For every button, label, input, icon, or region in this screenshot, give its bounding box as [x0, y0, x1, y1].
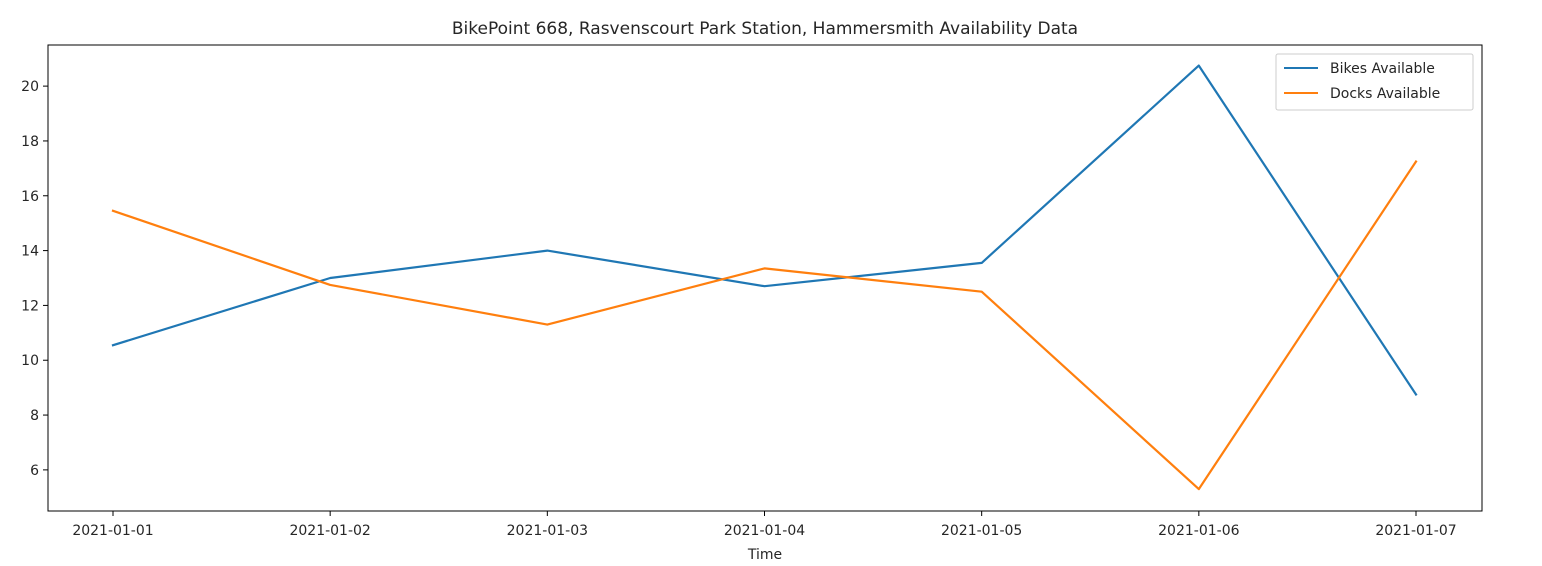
y-tick-label: 10 [21, 353, 39, 369]
x-tick-label: 2021-01-05 [941, 523, 1022, 539]
plot-frame [47, 44, 1483, 512]
y-tick-label: 6 [30, 463, 39, 479]
plot-area [111, 64, 1418, 491]
legend-frame [1275, 53, 1474, 111]
x-tick-label: 2021-01-01 [72, 523, 153, 539]
y-tick-label: 18 [21, 134, 39, 150]
x-tick-label: 2021-01-07 [1375, 523, 1456, 539]
y-tick-label: 8 [30, 408, 39, 424]
x-axis-label: Time [747, 547, 782, 563]
y-tick-label: 14 [21, 244, 39, 260]
x-tick-label: 2021-01-02 [289, 523, 370, 539]
x-tick-label: 2021-01-04 [724, 523, 805, 539]
chart-title: BikePoint 668, Rasvenscourt Park Station… [452, 19, 1078, 39]
legend-label-docks: Docks Available [1330, 86, 1440, 102]
series-line-bikes-available [111, 64, 1418, 397]
x-tick-label: 2021-01-03 [507, 523, 588, 539]
y-tick-label: 20 [21, 79, 39, 95]
y-tick-label: 16 [21, 189, 39, 205]
x-tick-label: 2021-01-06 [1158, 523, 1239, 539]
series-line-docks-available [111, 159, 1418, 491]
legend: Bikes Available Docks Available [1275, 53, 1474, 111]
y-tick-label: 12 [21, 298, 39, 314]
legend-label-bikes: Bikes Available [1330, 61, 1435, 77]
